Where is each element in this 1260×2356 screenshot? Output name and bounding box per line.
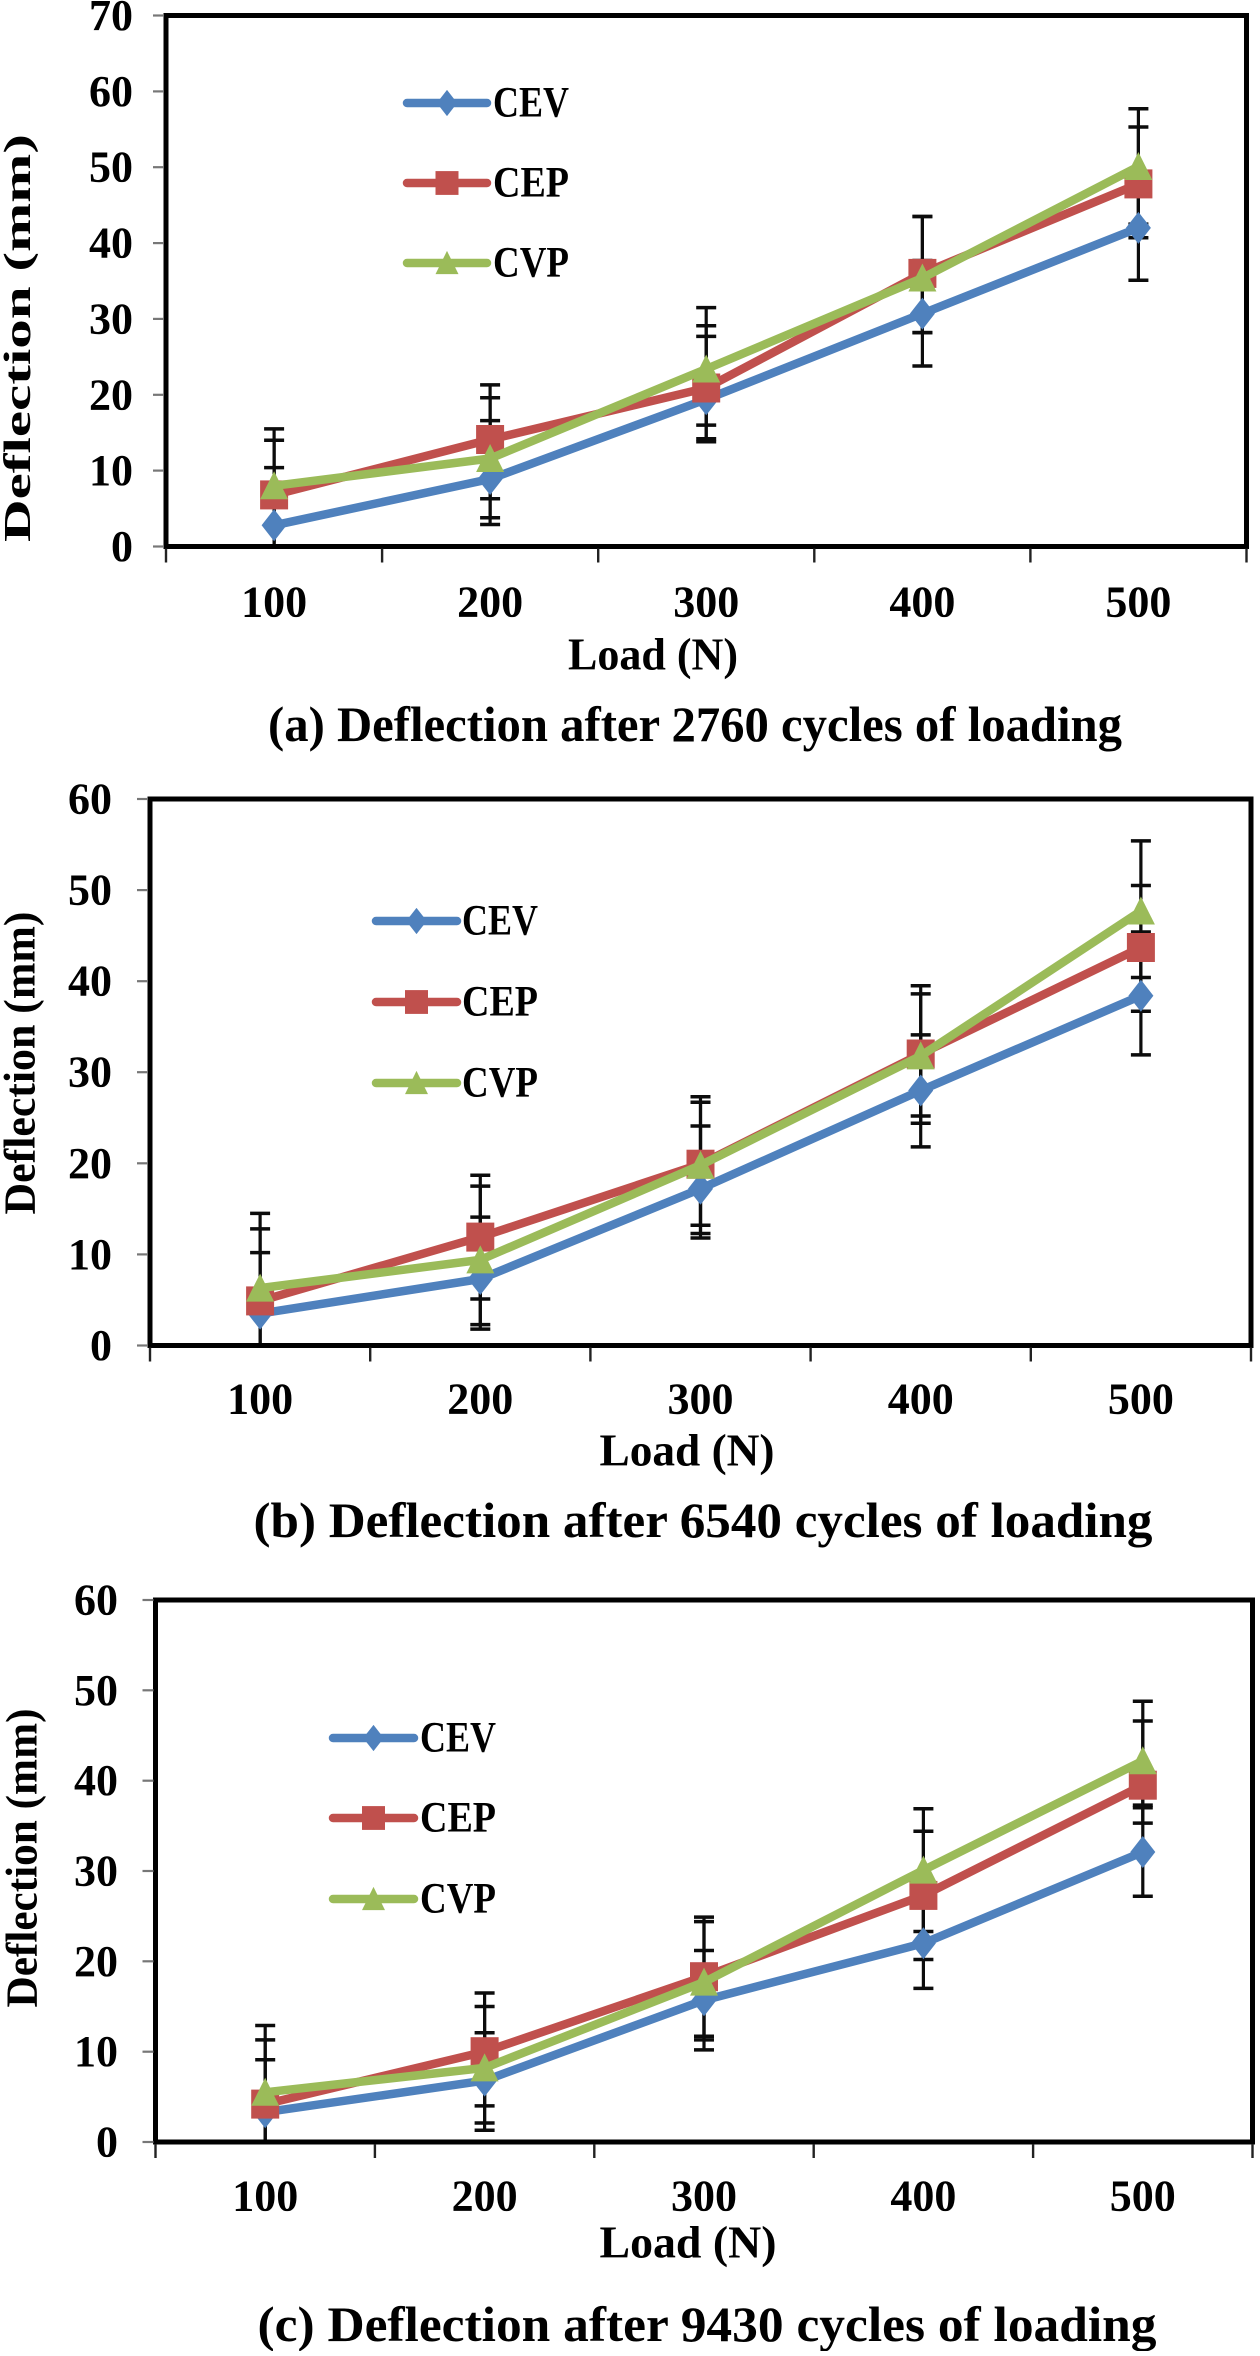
svg-text:(b) Deflection after 6540 cycl: (b) Deflection after 6540 cycles of load… [254, 1492, 1153, 1548]
svg-text:500: 500 [1105, 578, 1171, 627]
svg-text:CVP: CVP [493, 240, 569, 287]
svg-text:100: 100 [227, 1375, 293, 1424]
svg-text:50: 50 [74, 1666, 118, 1715]
svg-text:10: 10 [74, 2027, 118, 2076]
svg-text:Deflection (mm): Deflection (mm) [0, 134, 39, 542]
svg-text:40: 40 [68, 957, 112, 1006]
svg-text:300: 300 [668, 1375, 734, 1424]
svg-text:400: 400 [889, 578, 955, 627]
svg-text:40: 40 [89, 219, 133, 268]
svg-text:CEV: CEV [493, 80, 569, 127]
svg-text:50: 50 [89, 143, 133, 192]
svg-text:500: 500 [1110, 2172, 1176, 2221]
svg-text:50: 50 [68, 866, 112, 915]
svg-text:70: 70 [89, 0, 133, 40]
svg-text:100: 100 [241, 578, 307, 627]
svg-text:30: 30 [68, 1048, 112, 1097]
svg-text:20: 20 [74, 1937, 118, 1986]
svg-text:200: 200 [452, 2172, 518, 2221]
svg-text:Deflection (mm): Deflection (mm) [0, 912, 45, 1215]
svg-text:400: 400 [888, 1375, 954, 1424]
svg-text:CEV: CEV [420, 1715, 496, 1762]
svg-text:10: 10 [89, 446, 133, 495]
svg-text:300: 300 [671, 2172, 737, 2221]
svg-text:Deflection (mm): Deflection (mm) [0, 1709, 47, 2008]
svg-text:30: 30 [74, 1847, 118, 1896]
svg-text:20: 20 [68, 1139, 112, 1188]
svg-text:400: 400 [890, 2172, 956, 2221]
svg-text:Load (N): Load (N) [568, 629, 738, 680]
svg-text:100: 100 [232, 2172, 298, 2221]
svg-text:CEP: CEP [462, 979, 538, 1026]
svg-text:CEP: CEP [420, 1795, 496, 1842]
svg-text:(c) Deflection after 9430 cycl: (c) Deflection after 9430 cycles of load… [258, 2296, 1157, 2351]
svg-text:60: 60 [74, 1576, 118, 1625]
svg-text:300: 300 [673, 578, 739, 627]
svg-text:CEP: CEP [493, 160, 569, 207]
svg-text:500: 500 [1108, 1375, 1174, 1424]
svg-text:CVP: CVP [462, 1060, 538, 1107]
svg-text:10: 10 [68, 1230, 112, 1279]
svg-text:0: 0 [90, 1321, 112, 1370]
svg-text:200: 200 [447, 1375, 513, 1424]
svg-text:CEV: CEV [462, 898, 538, 945]
svg-text:30: 30 [89, 294, 133, 343]
svg-text:60: 60 [89, 67, 133, 116]
svg-text:60: 60 [68, 775, 112, 824]
svg-text:(a) Deflection after 2760 cycl: (a) Deflection after 2760 cycles of load… [268, 696, 1122, 752]
svg-text:40: 40 [74, 1756, 118, 1805]
svg-text:200: 200 [457, 578, 523, 627]
svg-text:0: 0 [96, 2118, 118, 2167]
svg-text:0: 0 [111, 522, 133, 571]
svg-text:Load (N): Load (N) [600, 1425, 775, 1476]
svg-text:Load (N): Load (N) [600, 2217, 777, 2268]
svg-text:20: 20 [89, 370, 133, 419]
svg-text:CVP: CVP [420, 1876, 496, 1923]
